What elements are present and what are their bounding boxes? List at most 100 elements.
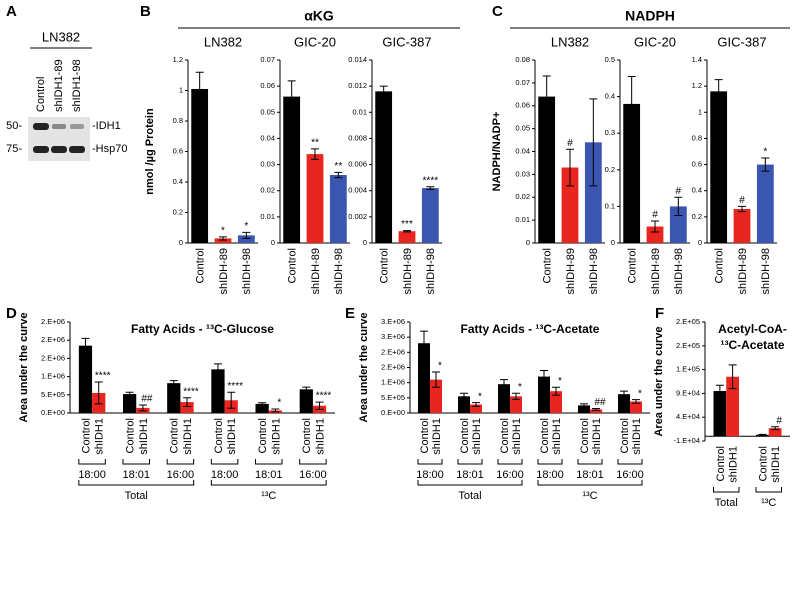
group-label: Total [125,490,148,502]
category-label: 18:01 [122,469,150,481]
bar [418,343,430,413]
chart-title: ¹³C-Acetate [720,338,784,352]
y-tick-label: 2.E+06 [381,362,405,371]
error-bar [620,390,628,398]
y-tick-label: 0.03 [260,160,275,169]
category-label: Control [714,248,726,283]
y-tick-label: 0.06 [515,101,530,110]
bar [561,167,579,243]
bar [669,206,687,243]
bar [421,188,439,243]
annotation: # [676,186,682,197]
bracket [78,480,195,486]
subtitle: GIC-20 [634,34,676,49]
panel-letter: D [6,305,17,322]
y-axis-label: Area under the curve [18,312,30,422]
bracket [537,459,563,465]
y-tick-label: 0 [271,238,275,247]
bracket [417,459,443,465]
error-bar [258,402,267,406]
category-label: Control [715,446,727,481]
category-label: shIDH-98 [760,248,772,294]
error-bar [674,196,683,217]
error-bar [169,380,178,387]
category-label: shIDH1 [591,418,603,455]
y-tick-label: 0.E+00 [41,408,65,417]
error-bar [566,148,574,187]
error-bar [589,98,598,187]
category-label: 16:00 [616,469,644,481]
subtitle: LN382 [551,34,589,49]
bar [710,91,728,243]
category-label: shIDH1 [314,418,326,455]
error-bar [183,397,192,407]
y-tick-label: 2.E+05 [676,341,700,350]
bar [430,379,442,413]
y-tick-label: 5.E+05 [381,393,405,402]
y-tick-label: 1.E+06 [381,378,405,387]
bracket [299,459,327,465]
error-bar [403,230,411,233]
y-tick-label: 0 [526,238,530,247]
bracket [617,459,643,465]
bracket [122,459,150,465]
category-label: Control [125,418,137,453]
annotation: **** [183,386,199,397]
y-axis-label: Area under the curve [653,326,665,436]
group-label: Total [458,490,481,502]
bracket [210,459,239,465]
error-bar [426,186,435,190]
bar [237,235,255,243]
category-label: shIDH-89 [737,248,749,294]
error-bar [94,381,103,405]
y-tick-label: 0 [611,238,615,247]
y-tick-label: 1.4 [692,55,702,64]
category-label: shIDH1 [511,418,523,455]
category-label: shIDH1 [94,418,106,455]
bar [180,402,194,413]
blot-band-label: -IDH1 [92,120,121,132]
y-tick-label: 0.012 [348,81,367,90]
y-tick-label: 2.E+05 [676,317,700,326]
bracket [713,487,740,493]
subtitle: LN382 [204,34,242,49]
bracket [78,459,106,465]
category-label: shIDH1 [226,418,238,455]
y-tick-label: 1.2 [173,55,183,64]
error-bar [540,370,548,384]
blot-lane: shIDH1-89 [53,59,65,112]
category-label: shIDH1 [138,418,150,455]
category-label: 18:00 [78,469,106,481]
category-label: Control [499,418,511,453]
y-tick-label: 1.2 [692,81,702,90]
error-bar [287,80,296,113]
y-tick-label: 2.E+06 [381,347,405,356]
blot-band [51,146,67,153]
bar [538,376,550,413]
bar [768,428,782,437]
annotation: * [277,398,281,409]
error-bar [771,426,780,431]
error-bar [627,75,636,132]
bar [733,209,751,243]
category-label: shIDH-98 [588,248,600,294]
y-tick-label: 0.8 [692,133,702,142]
category-label: 18:00 [211,469,239,481]
y-tick-label: 3.E+06 [381,317,405,326]
bracket [417,480,523,486]
blot-band [52,124,66,129]
annotation: * [244,221,248,232]
bar [398,231,416,243]
panel-letter: A [6,3,17,20]
blot-title: LN382 [42,29,80,44]
category-label: Control [627,248,639,283]
chart-title: Acetyl-CoA- [718,322,787,336]
error-bar [81,337,90,354]
bar [329,175,347,243]
error-bar [125,391,134,397]
group-label: ¹³C [582,490,597,502]
error-bar [460,392,468,400]
category-label: Control [169,418,181,453]
bar [630,401,642,413]
y-tick-label: 0.006 [348,160,367,169]
